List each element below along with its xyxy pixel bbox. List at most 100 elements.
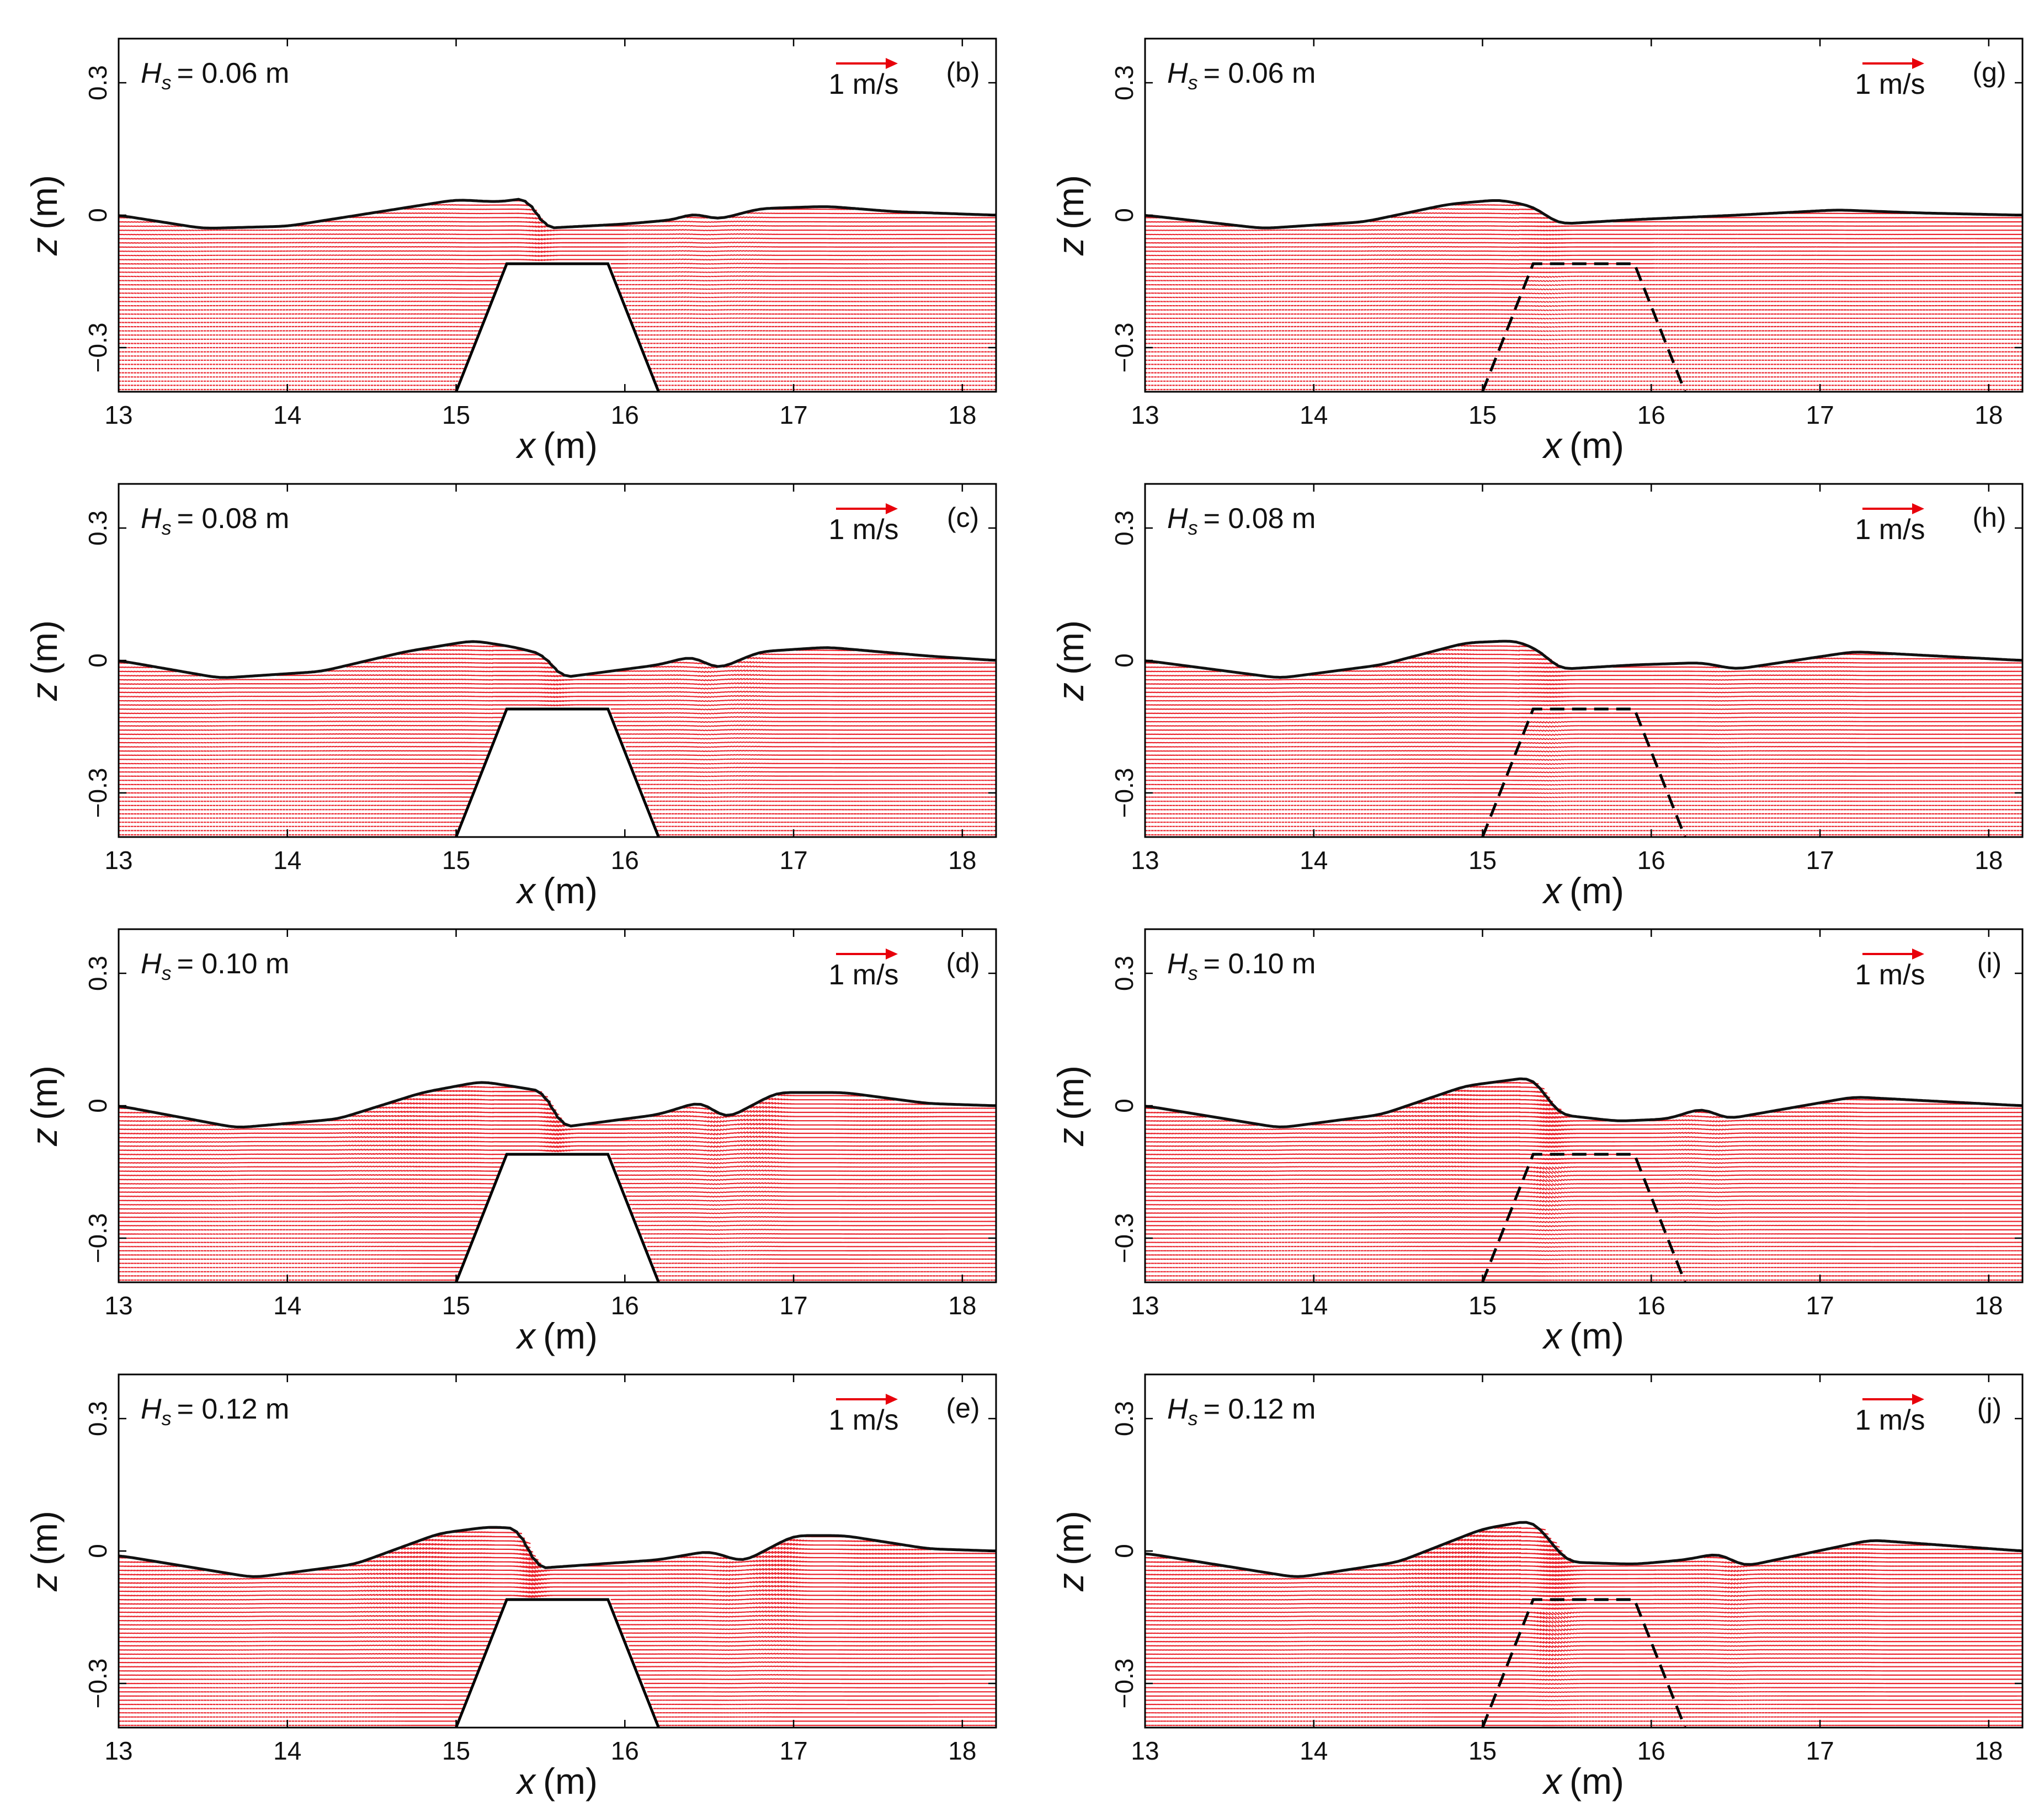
velocity-vector-row-28 [119, 716, 996, 719]
velocity-vector-row-41 [119, 660, 996, 665]
velocity-vector-row-12 [1145, 784, 2022, 786]
x-tick-label: 18 [948, 401, 976, 429]
velocity-vector-row-43 [404, 1097, 895, 1102]
wave-height-value: = 0.08 m [1204, 503, 1316, 535]
velocity-vector-row-31 [119, 258, 996, 262]
velocity-vector-row-16 [119, 1657, 996, 1660]
velocity-vector-row-40 [119, 665, 996, 669]
velocity-vector-row-8 [1145, 800, 2022, 802]
y-axis-unit: (m) [24, 620, 65, 675]
x-axis-var: x [515, 1315, 536, 1356]
velocity-vector-row-14 [1145, 775, 2022, 777]
x-axis-label: x (m) [1542, 1761, 1624, 1802]
wave-height-subscript: s [162, 71, 172, 94]
velocity-vector-row-26 [119, 1614, 996, 1618]
velocity-vector-row-20 [1145, 1640, 2022, 1644]
x-tick-label: 17 [1806, 401, 1834, 429]
velocity-vector-row-42 [376, 212, 921, 216]
velocity-vector-row-18 [119, 313, 996, 315]
velocity-vector-row-19 [119, 754, 996, 756]
breakwater-outline-dashed [1481, 707, 1686, 837]
velocity-vector-row-21 [119, 300, 996, 302]
plot-area [119, 1081, 996, 1282]
x-tick-label: 15 [442, 401, 470, 429]
velocity-vector-row-12 [1145, 1229, 2022, 1232]
velocity-vector-row-27 [119, 1165, 996, 1169]
x-tick-label: 18 [1974, 1736, 2003, 1765]
wave-height-annotation: Hs = 0.06 m [141, 57, 289, 94]
velocity-vector-row-22 [119, 1632, 996, 1634]
velocity-vector-row-15 [119, 771, 996, 773]
velocity-vector-row-15 [1145, 1661, 2022, 1665]
velocity-vector-row-37 [119, 1568, 996, 1574]
wave-height-annotation: Hs = 0.08 m [141, 503, 289, 539]
velocity-vector-row-35 [119, 241, 996, 245]
velocity-vector-row-7 [119, 1250, 996, 1252]
velocity-vector-row-34 [119, 246, 996, 249]
free-surface-line [1145, 1521, 2022, 1578]
velocity-vector-row-29 [119, 267, 996, 269]
x-tick-label: 17 [779, 1291, 807, 1320]
y-axis-unit: (m) [1050, 175, 1091, 230]
x-tick-label: 16 [611, 1736, 639, 1765]
x-axis-unit: (m) [1569, 870, 1624, 911]
velocity-vector-row-5 [119, 1258, 996, 1260]
x-tick-label: 14 [1300, 401, 1328, 429]
velocity-vector-row-42 [380, 657, 958, 660]
velocity-vector-row-44 [422, 1538, 877, 1544]
wave-height-symbol: H [141, 57, 162, 89]
velocity-vector-row-17 [1145, 1653, 2022, 1656]
breakwater-fill [456, 1600, 659, 1728]
x-axis-var: x [1542, 870, 1563, 911]
y-axis-unit: (m) [24, 1065, 65, 1120]
velocity-vector-row-9 [119, 1241, 996, 1244]
y-axis-unit: (m) [1050, 1511, 1091, 1565]
x-tick-label: 13 [1131, 1736, 1159, 1765]
y-axis-unit: (m) [1050, 1065, 1091, 1120]
breakwater-outline-dashed [1481, 1153, 1686, 1282]
velocity-vector-row-31 [1145, 258, 2022, 261]
velocity-vector-row-21 [119, 1635, 996, 1639]
velocity-vector-row-31 [1145, 1594, 2022, 1597]
velocity-vector-row-14 [1145, 1220, 2022, 1223]
velocity-vector-row-31 [119, 703, 996, 707]
velocity-vector-row-12 [119, 338, 996, 340]
velocity-vector-row-32 [119, 254, 996, 257]
velocity-vector-row-40 [1145, 1555, 2022, 1560]
velocity-vector-row-20 [119, 305, 996, 307]
velocity-vector-row-33 [119, 250, 996, 253]
velocity-vector-row-35 [119, 1576, 996, 1582]
velocity-vector-row-13 [119, 1670, 996, 1672]
panel-label: (i) [1977, 947, 2002, 978]
x-tick-label: 15 [1468, 401, 1497, 429]
velocity-vector-row-37 [1145, 678, 2022, 681]
velocity-vector-row-29 [1145, 1157, 2022, 1160]
velocity-vector-row-35 [1145, 1576, 2022, 1581]
velocity-vector-row-17 [1145, 763, 2022, 765]
velocity-vector-row-22 [1145, 296, 2022, 299]
free-surface-line [119, 198, 996, 230]
velocity-vector-row-40 [119, 1110, 996, 1116]
velocity-vector-row-33 [1145, 1140, 2022, 1144]
y-axis-var: z [1050, 237, 1091, 256]
free-surface-line [119, 640, 996, 679]
velocity-vector-row-29 [119, 711, 996, 715]
velocity-vector-row-11 [119, 787, 996, 790]
velocity-vector-row-21 [1145, 1636, 2022, 1640]
y-axis-unit: (m) [24, 1511, 65, 1565]
velocity-vector-row-39 [119, 669, 996, 673]
velocity-vector-row-38 [1145, 674, 2022, 677]
velocity-vector-row-9 [1145, 1687, 2022, 1690]
velocity-vector-row-24 [119, 1623, 996, 1626]
velocity-vector-row-32 [1145, 254, 2022, 257]
x-axis-var: x [515, 425, 536, 466]
velocity-vector-row-11 [119, 1678, 996, 1680]
velocity-vector-row-18 [119, 1203, 996, 1206]
velocity-vector-row-42 [1409, 657, 1975, 660]
velocity-vector-row-4 [119, 1708, 996, 1709]
